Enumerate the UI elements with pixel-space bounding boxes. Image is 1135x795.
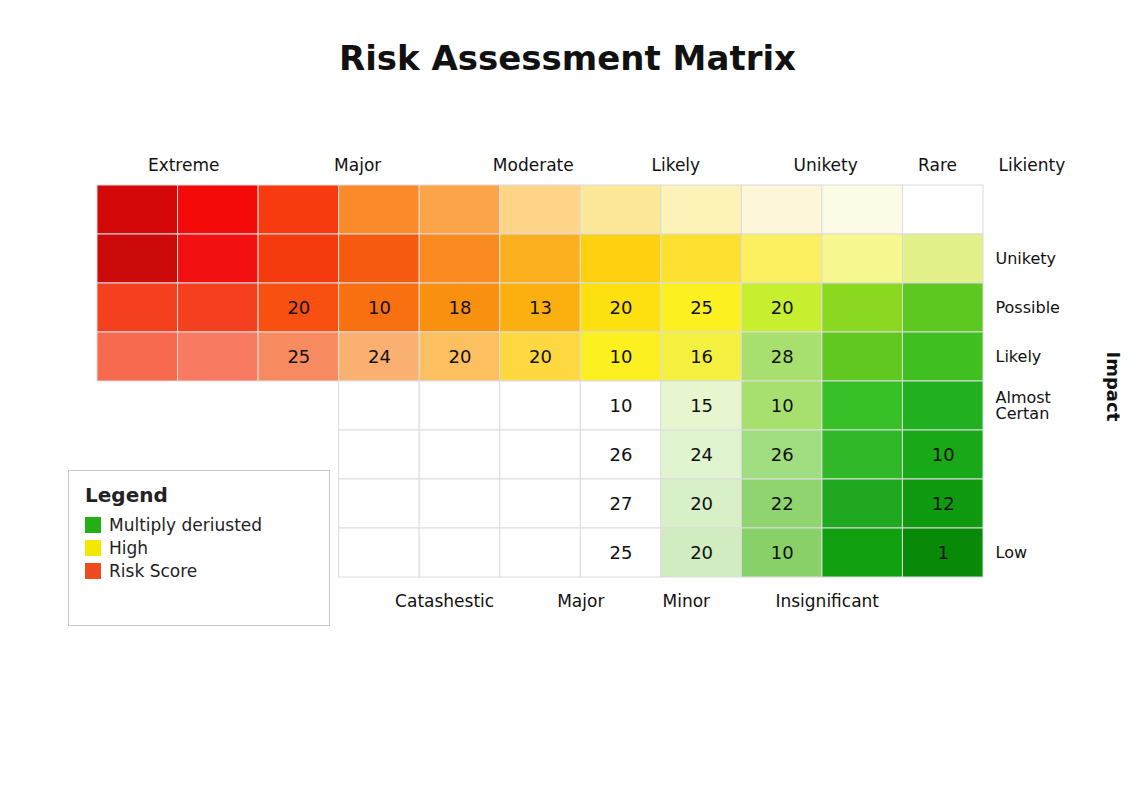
- html-text:Risk Score: Risk Score: [109, 561, 198, 581]
- svg-text:16: 16: [690, 346, 713, 367]
- svg-text:1: 1: [938, 542, 949, 563]
- html-text:Risk Assessment Matrix: Risk Assessment Matrix: [339, 38, 796, 78]
- svg-text:Rare: Rare: [918, 155, 957, 175]
- svg-text:Catashestic: Catashestic: [395, 591, 494, 611]
- svg-text:20: 20: [529, 346, 552, 367]
- svg-text:20: 20: [771, 297, 794, 318]
- svg-text:Likely: Likely: [996, 347, 1042, 366]
- svg-text:10: 10: [771, 395, 794, 416]
- svg-text:20: 20: [449, 346, 472, 367]
- svg-text:22: 22: [771, 493, 794, 514]
- svg-text:25: 25: [610, 542, 633, 563]
- svg-text:10: 10: [932, 444, 955, 465]
- html-text:Multiply deriusted: Multiply deriusted: [109, 515, 262, 535]
- svg-text:Low: Low: [996, 543, 1028, 562]
- svg-text:20: 20: [690, 493, 713, 514]
- svg-text:Likely: Likely: [651, 155, 700, 175]
- svg-text:15: 15: [690, 395, 713, 416]
- svg-text:AlmostCertan: AlmostCertan: [996, 388, 1051, 423]
- svg-text:27: 27: [610, 493, 633, 514]
- svg-text:28: 28: [771, 346, 794, 367]
- svg-text:20: 20: [610, 297, 633, 318]
- svg-text:Extreme: Extreme: [148, 155, 220, 175]
- svg-text:Insignificant: Insignificant: [775, 591, 879, 611]
- svg-text:Possible: Possible: [996, 298, 1060, 317]
- svg-text:10: 10: [771, 542, 794, 563]
- svg-text:Minor: Minor: [663, 591, 711, 611]
- html-text:High: High: [109, 538, 149, 558]
- svg-text:25: 25: [287, 346, 310, 367]
- svg-text:12: 12: [932, 493, 955, 514]
- svg-text:10: 10: [610, 395, 633, 416]
- svg-text:20: 20: [690, 542, 713, 563]
- svg-text:25: 25: [690, 297, 713, 318]
- svg-text:10: 10: [610, 346, 633, 367]
- svg-text:20: 20: [287, 297, 310, 318]
- svg-text:13: 13: [529, 297, 552, 318]
- svg-text:Major: Major: [334, 155, 381, 175]
- svg-text:24: 24: [690, 444, 713, 465]
- svg-text:10: 10: [368, 297, 391, 318]
- svg-text:18: 18: [449, 297, 472, 318]
- svg-text:Likienty: Likienty: [998, 155, 1065, 175]
- svg-text:26: 26: [610, 444, 633, 465]
- svg-text:Unikety: Unikety: [996, 249, 1057, 268]
- svg-text:Major: Major: [557, 591, 604, 611]
- svg-text:Moderate: Moderate: [493, 155, 574, 175]
- svg-text:24: 24: [368, 346, 391, 367]
- svg-text:Unikety: Unikety: [793, 155, 857, 175]
- html-text:Legend: Legend: [85, 483, 168, 507]
- svg-text:Impact: Impact: [1103, 352, 1124, 422]
- svg-text:26: 26: [771, 444, 794, 465]
